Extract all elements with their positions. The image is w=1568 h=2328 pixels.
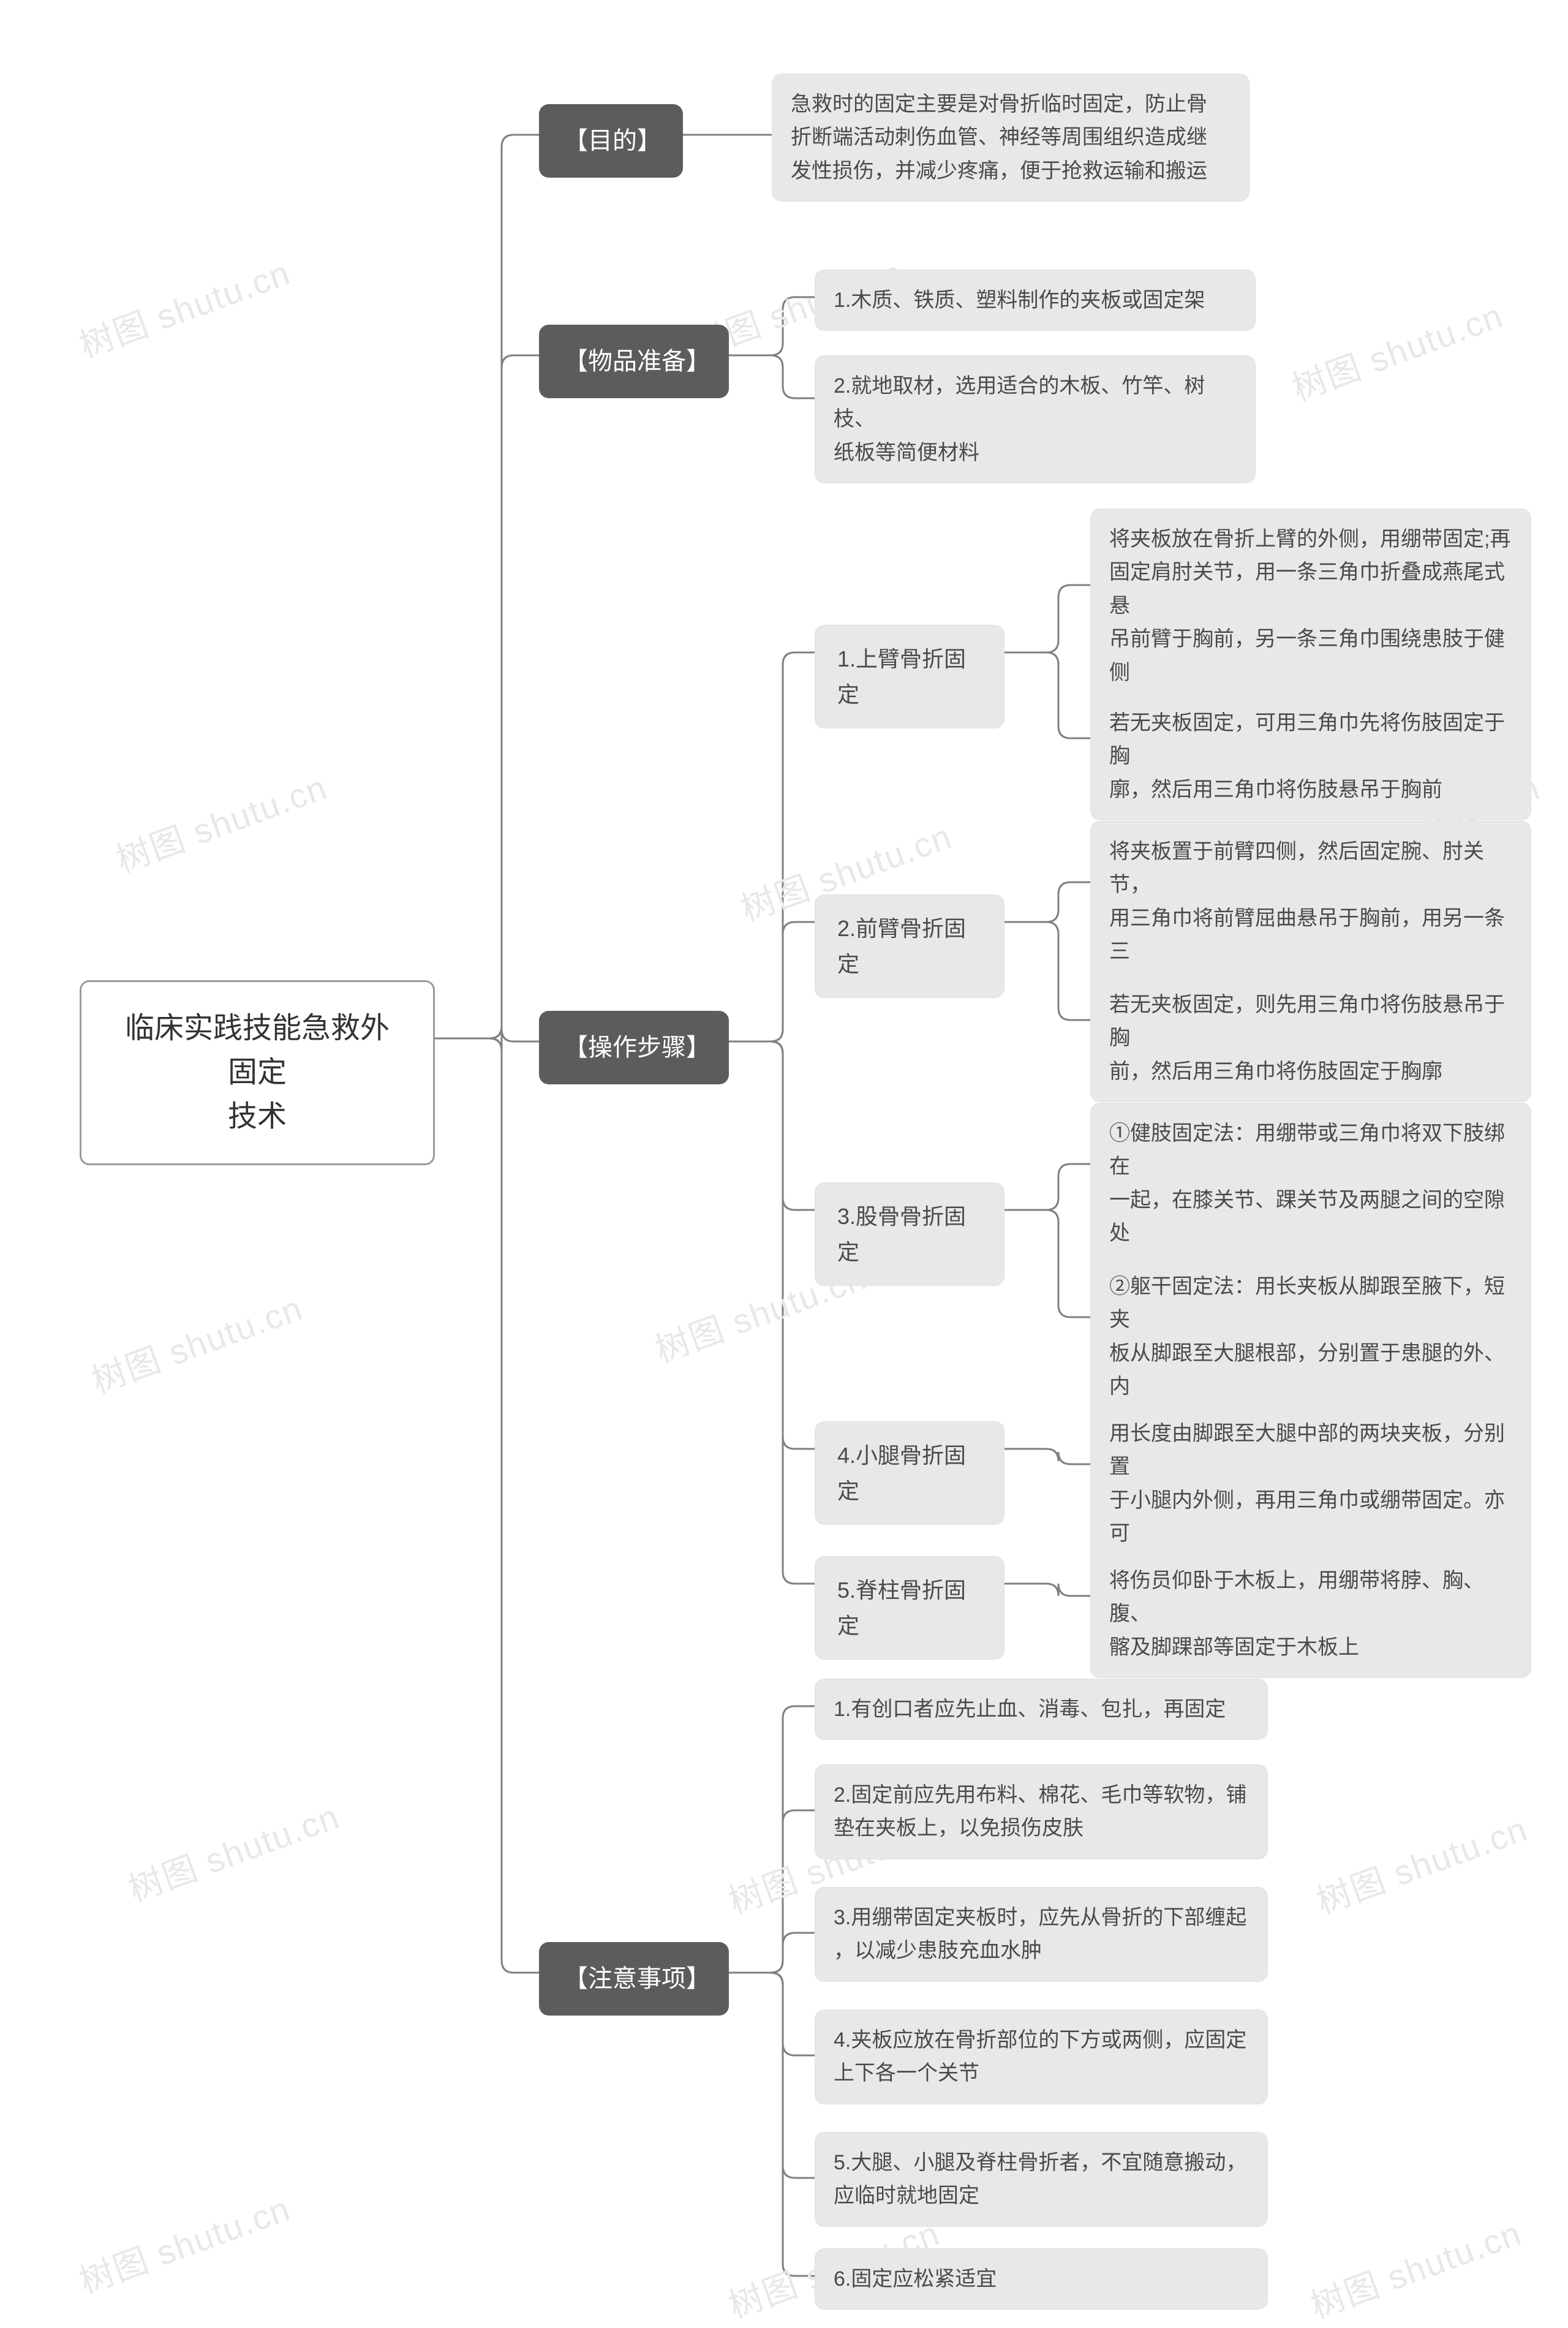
watermark: 树图 shutu.cn <box>1303 2206 1528 2328</box>
node-b3c2[interactable]: 2.前臂骨折固定 <box>815 894 1005 998</box>
node-line: 板从脚跟至大腿根部，分别置于患腿的外、内 <box>1109 1337 1512 1404</box>
node-line: 固定肩肘关节，用一条三角巾折叠成燕尾式悬 <box>1109 556 1512 622</box>
branch-label: 【操作步骤】 <box>564 1034 710 1061</box>
node-line: 3.用绷带固定夹板时，应先从骨折的下部缠起 <box>834 1901 1249 1934</box>
watermark: 树图 shutu.cn <box>72 2182 296 2304</box>
node-line: 用长度由脚跟至大腿中部的两块夹板，分别置 <box>1109 1417 1512 1484</box>
branch-b2[interactable]: 【物品准备】 <box>539 325 729 398</box>
watermark: 树图 shutu.cn <box>108 760 333 883</box>
node-line: 5.大腿、小腿及脊柱骨折者，不宜随意搬动， <box>834 2146 1249 2179</box>
node-b4c6[interactable]: 6.固定应松紧适宜 <box>815 2248 1268 2310</box>
node-b3c1b[interactable]: 若无夹板固定，可用三角巾先将伤肢固定于胸廓，然后用三角巾将伤肢悬吊于胸前 <box>1090 692 1531 820</box>
node-line: 4.夹板应放在骨折部位的下方或两侧，应固定 <box>834 2024 1249 2057</box>
node-line: 廓，然后用三角巾将伤肢悬吊于胸前 <box>1109 773 1512 806</box>
node-line: 2.就地取材，选用适合的木板、竹竿、树枝、 <box>834 369 1237 436</box>
branch-b4[interactable]: 【注意事项】 <box>539 1942 729 2016</box>
node-label: 4.小腿骨折固定 <box>837 1443 966 1503</box>
node-label: 1.上臂骨折固定 <box>837 646 966 707</box>
node-line: 髂及脚踝部等固定于木板上 <box>1109 1631 1512 1664</box>
watermark: 树图 shutu.cn <box>121 1789 345 1912</box>
node-label: 2.前臂骨折固定 <box>837 916 966 977</box>
watermark: 树图 shutu.cn <box>84 1281 309 1404</box>
branch-label: 【注意事项】 <box>564 1965 710 1992</box>
node-line: ①健肢固定法：用绷带或三角巾将双下肢绑在 <box>1109 1117 1512 1184</box>
node-line: 2.固定前应先用布料、棉花、毛巾等软物，铺 <box>834 1778 1249 1812</box>
node-label: 5.脊柱骨折固定 <box>837 1578 966 1638</box>
node-line: 6.固定应松紧适宜 <box>834 2262 1249 2296</box>
watermark: 树图 shutu.cn <box>1309 1802 1534 1924</box>
node-b3c3[interactable]: 3.股骨骨折固定 <box>815 1182 1005 1286</box>
node-line: 前，然后用三角巾将伤肢固定于胸廓 <box>1109 1055 1512 1088</box>
node-line: 一起，在膝关节、踝关节及两腿之间的空隙处 <box>1109 1184 1512 1250</box>
node-b4c2[interactable]: 2.固定前应先用布料、棉花、毛巾等软物，铺垫在夹板上，以免损伤皮肤 <box>815 1764 1268 1859</box>
node-b3c4[interactable]: 4.小腿骨折固定 <box>815 1421 1005 1525</box>
node-line: 将伤员仰卧于木板上，用绷带将脖、胸、腹、 <box>1109 1564 1512 1631</box>
node-label: 3.股骨骨折固定 <box>837 1204 966 1264</box>
node-b2c1[interactable]: 1.木质、铁质、塑料制作的夹板或固定架 <box>815 270 1256 331</box>
node-line: 1.木质、铁质、塑料制作的夹板或固定架 <box>834 284 1237 317</box>
node-b3c1[interactable]: 1.上臂骨折固定 <box>815 625 1005 728</box>
node-line: 将夹板置于前臂四侧，然后固定腕、肘关节， <box>1109 835 1512 902</box>
node-b4c5[interactable]: 5.大腿、小腿及脊柱骨折者，不宜随意搬动，应临时就地固定 <box>815 2132 1268 2227</box>
branch-label: 【物品准备】 <box>564 348 710 375</box>
node-b3c5[interactable]: 5.脊柱骨折固定 <box>815 1556 1005 1660</box>
node-b4c4[interactable]: 4.夹板应放在骨折部位的下方或两侧，应固定上下各一个关节 <box>815 2009 1268 2104</box>
root-line1: 临床实践技能急救外固定 <box>111 1007 404 1095</box>
node-line: ②躯干固定法：用长夹板从脚跟至腋下，短夹 <box>1109 1270 1512 1337</box>
node-line: ，以减少患肢充血水肿 <box>834 1934 1249 1967</box>
node-b3c5a[interactable]: 将伤员仰卧于木板上，用绷带将脖、胸、腹、髂及脚踝部等固定于木板上 <box>1090 1550 1531 1678</box>
node-line: 1.有创口者应先止血、消毒、包扎，再固定 <box>834 1693 1249 1726</box>
branch-b1[interactable]: 【目的】 <box>539 104 683 178</box>
node-line: 应临时就地固定 <box>834 2179 1249 2212</box>
node-line: 用三角巾将前臂屈曲悬吊于胸前，用另一条三 <box>1109 902 1512 969</box>
node-line: 将夹板放在骨折上臂的外侧，用绷带固定;再 <box>1109 523 1512 556</box>
node-line: 于小腿内外侧，再用三角巾或绷带固定。亦可 <box>1109 1484 1512 1551</box>
node-line: 上下各一个关节 <box>834 2057 1249 2090</box>
node-line: 折断端活动刺伤血管、神经等周围组织造成继 <box>791 121 1231 154</box>
node-b2c2[interactable]: 2.就地取材，选用适合的木板、竹竿、树枝、纸板等简便材料 <box>815 355 1256 483</box>
node-b1c1[interactable]: 急救时的固定主要是对骨折临时固定，防止骨折断端活动刺伤血管、神经等周围组织造成继… <box>772 74 1250 202</box>
watermark: 树图 shutu.cn <box>72 246 296 368</box>
branch-b3[interactable]: 【操作步骤】 <box>539 1011 729 1084</box>
node-line: 若无夹板固定，可用三角巾先将伤肢固定于胸 <box>1109 706 1512 773</box>
node-line: 发性损伤，并减少疼痛，便于抢救运输和搬运 <box>791 154 1231 187</box>
node-b3c2b[interactable]: 若无夹板固定，则先用三角巾将伤肢悬吊于胸前，然后用三角巾将伤肢固定于胸廓 <box>1090 974 1531 1102</box>
node-b4c1[interactable]: 1.有创口者应先止血、消毒、包扎，再固定 <box>815 1679 1268 1740</box>
node-line: 若无夹板固定，则先用三角巾将伤肢悬吊于胸 <box>1109 988 1512 1055</box>
node-b4c3[interactable]: 3.用绷带固定夹板时，应先从骨折的下部缠起，以减少患肢充血水肿 <box>815 1887 1268 1982</box>
watermark: 树图 shutu.cn <box>1284 289 1509 411</box>
node-line: 急救时的固定主要是对骨折临时固定，防止骨 <box>791 88 1231 121</box>
node-line: 吊前臂于胸前，另一条三角巾围绕患肢于健侧 <box>1109 622 1512 689</box>
branch-label: 【目的】 <box>564 127 662 154</box>
root-line2: 技术 <box>111 1095 404 1139</box>
node-line: 垫在夹板上，以免损伤皮肤 <box>834 1812 1249 1845</box>
root-node[interactable]: 临床实践技能急救外固定技术 <box>80 980 435 1165</box>
node-line: 纸板等简便材料 <box>834 436 1237 469</box>
mindmap-canvas: 树图 shutu.cn 树图 shutu.cn 树图 shutu.cn 树图 shut… <box>0 0 1568 2314</box>
